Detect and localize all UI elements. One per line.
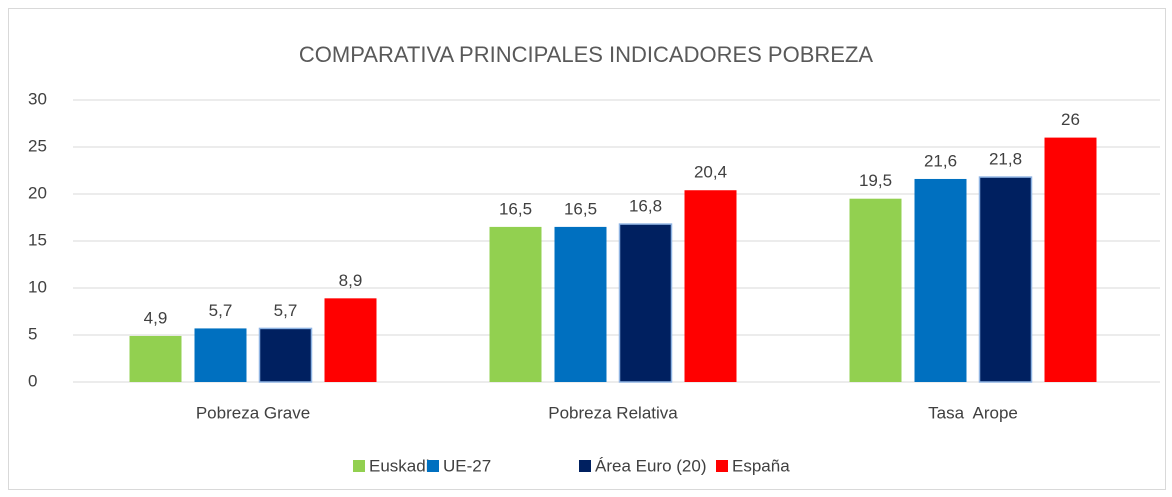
bar [129,335,182,382]
bar [849,198,902,382]
y-tick-label: 10 [28,277,47,296]
data-label: 26 [1061,110,1080,129]
x-tick-label: Pobreza Grave [196,403,310,422]
legend-swatch [353,460,365,472]
legend-label: España [732,456,790,475]
bar [618,223,673,383]
data-label: 16,5 [564,199,597,218]
legend-swatch [427,460,439,472]
data-label: 5,7 [209,301,233,320]
bar [554,226,607,382]
bar [978,176,1033,383]
data-label: 16,8 [629,197,662,216]
bar [684,190,737,382]
data-label: 21,6 [924,151,957,170]
y-tick-label: 5 [28,324,37,343]
bar [258,327,313,383]
bar [489,226,542,382]
data-label: 8,9 [339,271,363,290]
data-label: 20,4 [694,163,727,182]
bar [194,328,247,382]
data-label: 19,5 [859,171,892,190]
y-tick-label: 20 [28,183,47,202]
y-tick-label: 30 [28,89,47,108]
data-label: 16,5 [499,199,532,218]
x-tick-label: Pobreza Relativa [548,403,678,422]
y-tick-label: 15 [28,230,47,249]
data-label: 5,7 [274,301,298,320]
legend-swatch [716,460,728,472]
y-tick-label: 0 [28,371,37,390]
bar [324,298,377,382]
legend-label: Euskadi [369,456,429,475]
legend-swatch [579,460,591,472]
data-label: 4,9 [144,308,168,327]
bar [914,178,967,382]
legend-label: UE-27 [443,456,491,475]
bar [1044,137,1097,382]
y-tick-label: 25 [28,136,47,155]
x-tick-label: Tasa Arope [928,403,1018,422]
legend-label: Área Euro (20) [595,456,707,475]
chart-title: COMPARATIVA PRINCIPALES INDICADORES POBR… [299,42,873,67]
data-label: 21,8 [989,150,1022,169]
